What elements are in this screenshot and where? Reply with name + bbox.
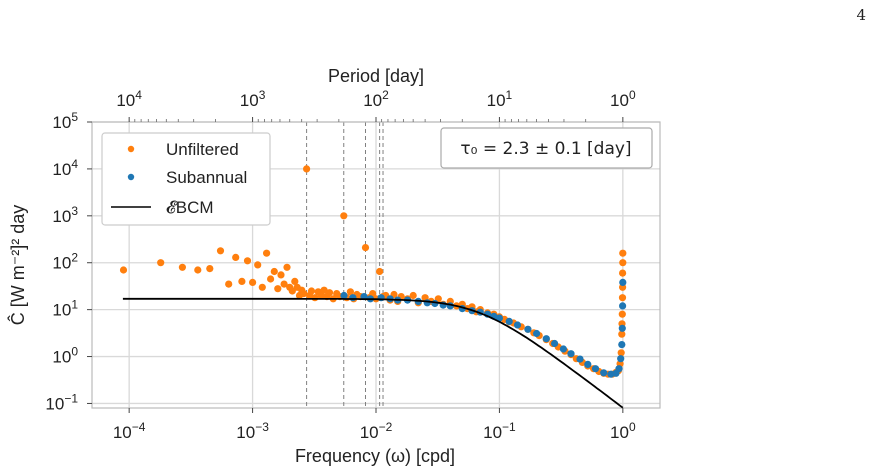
unfiltered-point	[288, 287, 296, 295]
y-tick-label: 101	[52, 298, 78, 320]
unfiltered-point	[618, 294, 627, 302]
subannual-point	[619, 278, 627, 286]
top-tick-label: 103	[240, 88, 266, 110]
unfiltered-point	[303, 165, 311, 173]
unfiltered-point	[232, 253, 240, 261]
unfiltered-point	[619, 259, 627, 267]
x-tick-label: 100	[610, 420, 636, 442]
unfiltered-point	[619, 269, 627, 277]
unfiltered-point	[194, 266, 202, 274]
unfiltered-point	[618, 310, 626, 318]
unfiltered-point	[267, 275, 275, 283]
y-tick-label: 105	[52, 110, 78, 132]
top-tick-label: 102	[363, 88, 389, 110]
top-tick-label: 101	[487, 88, 513, 110]
subannual-point	[559, 345, 568, 353]
y-tick-label: 10−1	[45, 391, 78, 413]
subannual-point	[591, 365, 600, 373]
unfiltered-point	[238, 277, 246, 285]
tau-annotation: τ₀ = 2.3 ± 0.1 [day]	[440, 127, 653, 169]
unfiltered-point	[307, 287, 316, 295]
subannual-point	[600, 369, 608, 377]
unfiltered-point	[157, 259, 165, 267]
y-tick-label: 103	[52, 204, 78, 226]
unfiltered-point	[291, 277, 299, 285]
subannual-series	[340, 278, 627, 378]
x-axis-title: Frequency (ω) [cpd]	[295, 446, 455, 466]
subannual-point	[542, 335, 550, 343]
unfiltered-point	[216, 247, 225, 255]
unfiltered-point	[619, 249, 627, 257]
ebcm-line	[122, 297, 624, 409]
x-tick-label: 10−2	[360, 420, 393, 442]
unfiltered-point	[346, 288, 354, 296]
unfiltered-point	[249, 278, 257, 286]
y-tick-label: 102	[52, 251, 78, 273]
x-tick-label: 10−1	[483, 420, 516, 442]
unfiltered-point	[225, 280, 233, 288]
subannual-point	[340, 291, 348, 300]
ebcm-series	[122, 297, 624, 409]
subannual-point	[551, 339, 559, 348]
unfiltered-point	[325, 289, 334, 297]
subannual-point	[618, 324, 626, 332]
unfiltered-point	[317, 291, 325, 300]
subannual-point	[505, 317, 513, 325]
y-tick-label: 100	[52, 345, 78, 367]
unfiltered-point	[376, 267, 384, 276]
subannual-point	[513, 321, 522, 329]
legend-unfiltered-label: Unfiltered	[166, 140, 239, 159]
legend-ebcm-label: 𝓔BCM	[166, 198, 214, 217]
top-axis-title: Period [day]	[328, 66, 424, 86]
vertical-lines	[306, 122, 384, 408]
unfiltered-point	[300, 290, 308, 298]
subannual-point	[617, 355, 625, 363]
legend-subannual-label: Subannual	[166, 168, 247, 187]
unfiltered-point	[617, 349, 625, 357]
subannual-point	[576, 355, 584, 363]
unfiltered-point	[270, 267, 278, 276]
y-axis-title: Ĉ [W m⁻²]² day	[7, 205, 28, 326]
unfiltered-point	[263, 249, 271, 257]
unfiltered-point	[178, 263, 186, 271]
unfiltered-point	[361, 244, 370, 252]
unfiltered-point	[119, 266, 128, 274]
legend: Unfiltered Subannual 𝓔BCM	[101, 132, 271, 226]
subannual-point	[495, 314, 503, 322]
subannual-point	[618, 341, 626, 349]
subannual-point	[619, 302, 627, 310]
annotation-text: τ₀ = 2.3 ± 0.1 [day]	[460, 139, 631, 159]
unfiltered-point	[320, 286, 328, 294]
subannual-point	[349, 294, 357, 302]
y-tick-label: 104	[52, 157, 78, 179]
subannual-point	[423, 299, 431, 307]
unfiltered-point	[243, 257, 252, 265]
legend-box	[101, 132, 271, 226]
subannual-point	[615, 365, 623, 373]
unfiltered-point	[254, 261, 262, 269]
subannual-point	[533, 329, 541, 338]
unfiltered-point	[409, 291, 417, 300]
subannual-point	[567, 350, 575, 358]
legend-subannual-marker	[127, 173, 135, 181]
annotation-box	[440, 127, 653, 169]
top-tick-label: 100	[610, 88, 636, 110]
unfiltered-point	[340, 212, 348, 220]
unfiltered-point	[283, 263, 291, 271]
x-tick-label: 10−3	[236, 420, 269, 442]
subannual-point	[584, 360, 592, 368]
tick-layer: 10−4 10−3 10−2 10−1 100 10−1 100 101 102 103 104 10…	[45, 88, 636, 442]
top-tick-label: 104	[116, 88, 142, 110]
page-number: 4	[856, 6, 866, 24]
subannual-point	[524, 325, 532, 333]
unfiltered-point	[206, 265, 214, 273]
unfiltered-point	[280, 280, 288, 288]
unfiltered-point	[618, 330, 626, 338]
unfiltered-point	[277, 271, 285, 279]
unfiltered-point	[274, 285, 282, 293]
x-tick-label: 10−4	[113, 420, 146, 442]
unfiltered-point	[258, 283, 266, 291]
legend-unfiltered-marker	[127, 145, 135, 153]
